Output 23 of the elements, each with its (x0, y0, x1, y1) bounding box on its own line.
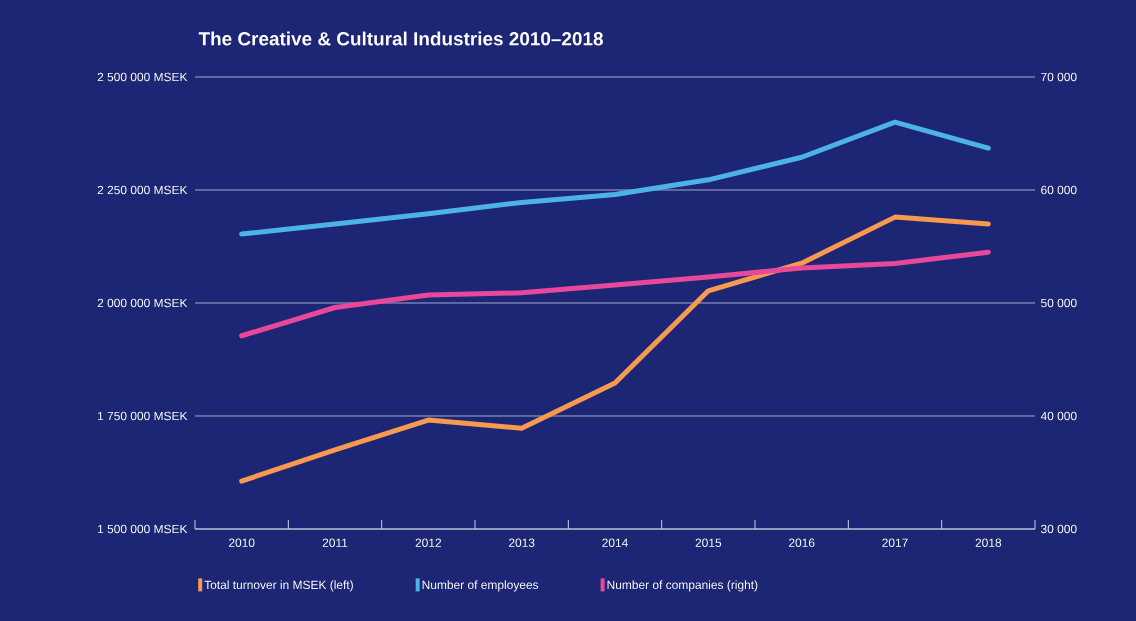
x-tick-label: 2018 (975, 538, 1002, 547)
legend-label: Number of companies (right) (607, 580, 758, 592)
y-tick-label: 1 500 000 MSEK (98, 524, 188, 534)
legend-label: Number of employees (422, 580, 539, 592)
chart-title: The Creative & Cultural Industries 2010–2018 (198, 31, 603, 46)
x-tick-label: 2015 (695, 538, 722, 547)
x-tick-label: 2014 (602, 538, 628, 547)
x-tick-label: 2012 (415, 538, 442, 547)
y2-tick-label: 40 000 (1040, 411, 1077, 421)
y2-tick-label: 70 000 (1041, 72, 1077, 82)
x-tick-label: 2017 (882, 538, 908, 547)
y-tick-label: 2 250 000 MSEK (97, 185, 188, 195)
x-tick-label: 2016 (788, 538, 815, 547)
y-tick-label: 2 000 000 MSEK (97, 298, 188, 308)
y2-tick-label: 30 000 (1040, 524, 1077, 534)
x-tick-label: 2013 (508, 538, 535, 547)
y-tick-label: 2 500 000 MSEK (97, 72, 188, 82)
x-tick-label: 2011 (322, 538, 348, 547)
y2-tick-label: 50 000 (1041, 298, 1077, 308)
legend-label: Total turnover in MSEK (left) (204, 580, 353, 592)
y2-tick-label: 60 000 (1041, 185, 1077, 195)
y-tick-label: 1 750 000 MSEK (98, 411, 188, 421)
x-tick-label: 2010 (228, 538, 255, 547)
